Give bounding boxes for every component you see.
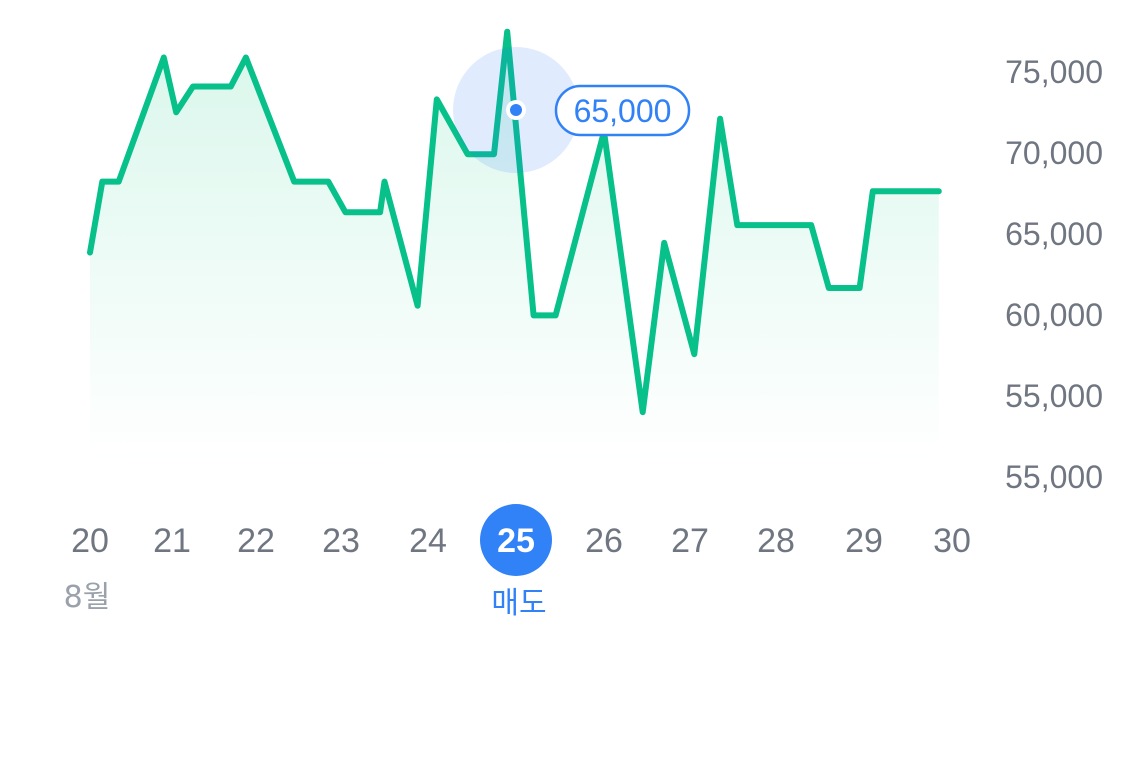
tooltip-value: 65,000 (574, 93, 672, 129)
x-tick-label[interactable]: 28 (757, 522, 795, 560)
x-tick-label[interactable]: 27 (671, 522, 709, 560)
x-tick-label[interactable]: 21 (153, 522, 191, 560)
x-tick-label[interactable]: 26 (585, 522, 623, 560)
series-area-0 (90, 31, 939, 460)
x-tick-label[interactable]: 30 (933, 522, 971, 560)
y-tick-label: 65,000 (1005, 216, 1103, 252)
selected-day-circle[interactable] (480, 504, 552, 576)
y-tick-label: 55,000 (1005, 378, 1103, 414)
y-tick-label: 75,000 (1005, 54, 1103, 90)
series-line-0 (87, 28, 942, 416)
x-tick-label-selected[interactable]: 25 (497, 522, 535, 560)
x-tick-label[interactable]: 22 (237, 522, 275, 560)
y-tick-label: 70,000 (1005, 135, 1103, 171)
y-tick-label: 55,000 (1005, 459, 1103, 495)
x-tick-label[interactable]: 20 (71, 522, 109, 560)
sell-action-label: 매도 (491, 586, 546, 621)
x-tick-label[interactable]: 24 (409, 522, 447, 560)
month-label: 8월 (64, 580, 111, 615)
x-tick-label[interactable]: 29 (845, 522, 883, 560)
x-tick-label[interactable]: 23 (322, 522, 360, 560)
y-tick-label: 60,000 (1005, 297, 1103, 333)
tooltip-pill (554, 84, 691, 137)
highlight-marker-dot[interactable] (510, 104, 522, 116)
